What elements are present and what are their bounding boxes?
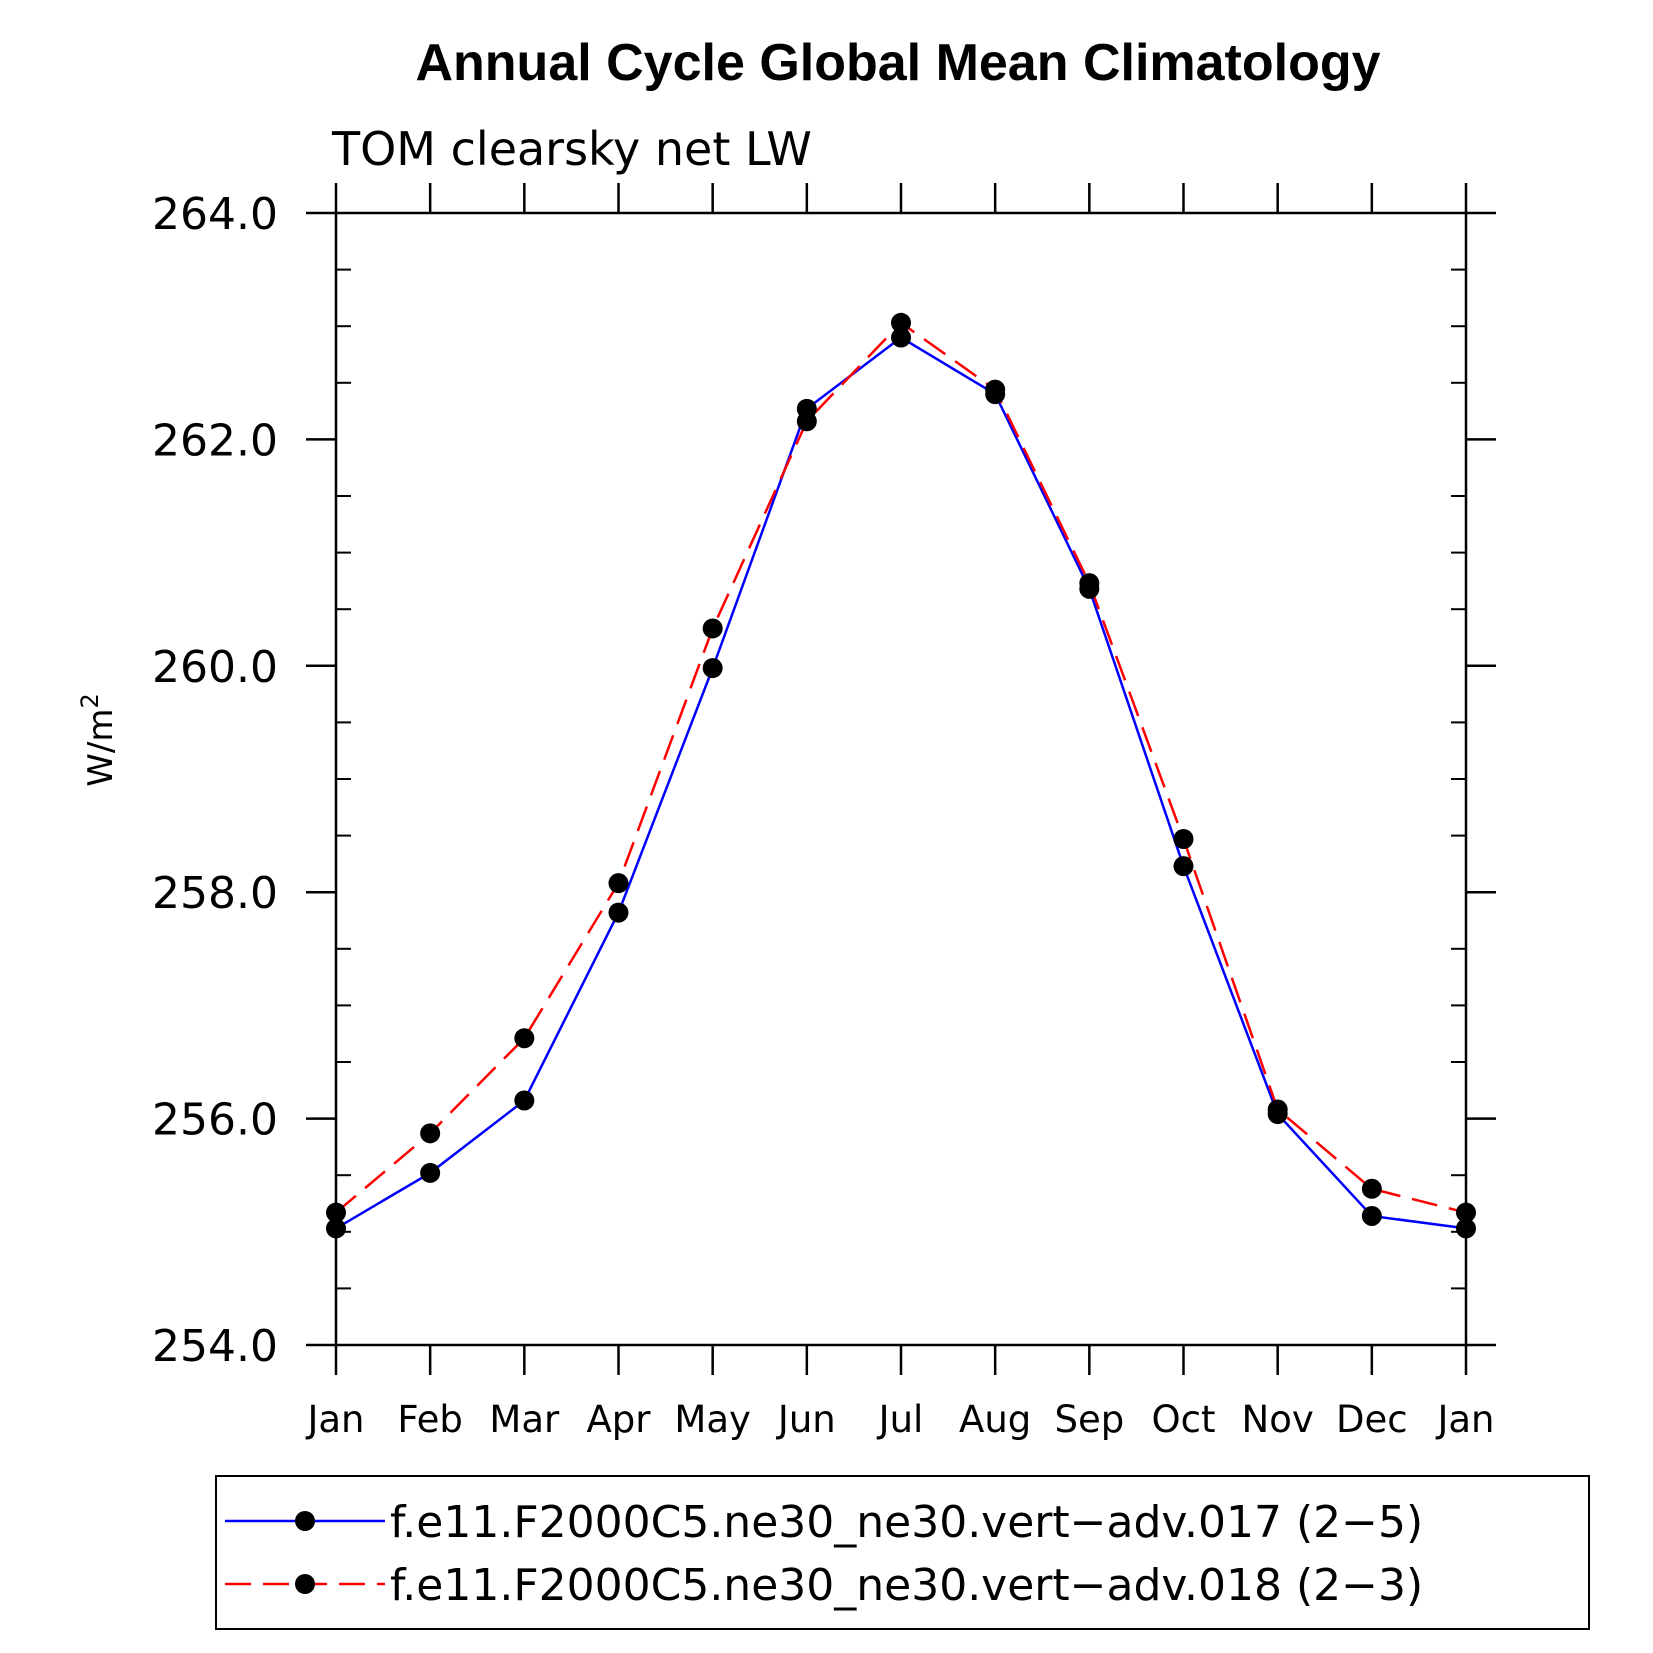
x-tick-label: Jan bbox=[305, 1398, 364, 1441]
data-point-series-1 bbox=[420, 1162, 441, 1183]
legend-label-1: f.e11.F2000C5.ne30_ne30.vert−adv.017 (2−… bbox=[390, 1497, 1423, 1548]
data-point-series-2 bbox=[1361, 1178, 1382, 1199]
x-tick-label: Jan bbox=[1435, 1398, 1494, 1441]
y-tick-label: 264.0 bbox=[152, 189, 278, 240]
y-tick-label: 260.0 bbox=[152, 642, 278, 693]
chart-subtitle: TOM clearsky net LW bbox=[331, 122, 812, 176]
data-point-series-1 bbox=[702, 658, 723, 679]
x-tick-label: Dec bbox=[1336, 1398, 1408, 1441]
y-axis-label-superscript: 2 bbox=[76, 693, 104, 708]
x-tick-label: Feb bbox=[397, 1398, 463, 1441]
data-point-series-2 bbox=[608, 873, 629, 894]
data-point-series-2 bbox=[1079, 573, 1100, 594]
data-point-series-2 bbox=[420, 1123, 441, 1144]
data-point-series-2 bbox=[985, 379, 1006, 400]
data-point-series-2 bbox=[1173, 828, 1194, 849]
data-point-series-2 bbox=[702, 618, 723, 639]
chart-title: Annual Cycle Global Mean Climatology bbox=[415, 34, 1380, 92]
legend-marker-1 bbox=[295, 1511, 315, 1531]
series-line-2 bbox=[335, 321, 1467, 1214]
y-tick-label: 262.0 bbox=[152, 415, 278, 466]
x-tick-label: Oct bbox=[1152, 1398, 1216, 1441]
legend-label-2: f.e11.F2000C5.ne30_ne30.vert−adv.018 (2−… bbox=[390, 1560, 1423, 1611]
x-tick-label: Sep bbox=[1054, 1398, 1124, 1441]
x-tick-label: Mar bbox=[489, 1398, 560, 1441]
legend-marker-2 bbox=[295, 1574, 315, 1594]
data-point-series-2 bbox=[891, 312, 911, 333]
data-point-series-1 bbox=[608, 902, 629, 923]
data-point-series-2 bbox=[514, 1028, 535, 1049]
legend-items: f.e11.F2000C5.ne30_ne30.vert−adv.017 (2−… bbox=[225, 1497, 1423, 1611]
plot-series bbox=[326, 312, 1476, 1239]
legend: f.e11.F2000C5.ne30_ne30.vert−adv.017 (2−… bbox=[215, 1475, 1590, 1630]
data-point-series-2 bbox=[1267, 1099, 1288, 1120]
legend-box bbox=[215, 1475, 1590, 1630]
y-axis-label: W/m2 bbox=[76, 693, 121, 786]
data-point-series-1 bbox=[514, 1090, 535, 1111]
axis-ticks: 254.0 256.0 258.0 260.0 262.0 264.0 Jan Feb Mar A… bbox=[152, 183, 1496, 1441]
y-tick-label: 254.0 bbox=[152, 1321, 278, 1372]
y-tick-label: 258.0 bbox=[152, 868, 278, 919]
x-tick-label: Nov bbox=[1242, 1398, 1314, 1441]
plot-frame bbox=[334, 211, 1468, 1347]
data-point-series-1 bbox=[1173, 856, 1194, 877]
x-tick-label: Aug bbox=[959, 1398, 1031, 1441]
x-tick-label: Jul bbox=[877, 1398, 924, 1441]
y-tick-label: 256.0 bbox=[152, 1095, 278, 1146]
data-point-series-1 bbox=[891, 327, 911, 348]
y-axis-label-base: W/m bbox=[81, 709, 121, 787]
x-tick-label: May bbox=[674, 1398, 751, 1441]
data-point-series-2 bbox=[796, 411, 817, 432]
x-tick-label: Jun bbox=[776, 1398, 836, 1441]
series-line-1 bbox=[335, 335, 1467, 1230]
x-tick-label: Apr bbox=[586, 1398, 651, 1441]
data-point-series-1 bbox=[1361, 1205, 1382, 1226]
